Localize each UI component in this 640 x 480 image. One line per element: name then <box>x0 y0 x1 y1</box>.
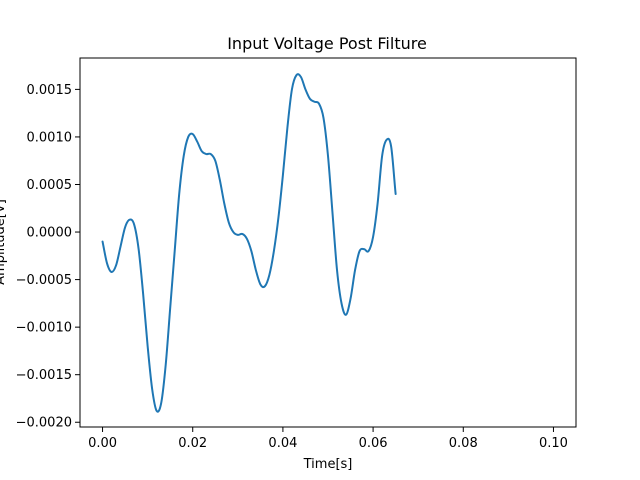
x-tick-label: 0.02 <box>178 436 207 451</box>
x-tick-label: 0.00 <box>88 436 117 451</box>
y-tick-label: 0.0000 <box>27 226 73 241</box>
y-tick-label: −0.0010 <box>16 321 72 336</box>
y-tick-label: 0.0005 <box>27 178 73 193</box>
x-tick-label: 0.08 <box>449 436 478 451</box>
x-tick-label: 0.06 <box>359 436 388 451</box>
x-tick-label: 0.04 <box>268 436 297 451</box>
x-tick-label: 0.10 <box>539 436 568 451</box>
x-axis-title: Time[s] <box>303 457 353 472</box>
axes-frame <box>79 57 577 428</box>
y-tick-label: −0.0015 <box>16 368 72 383</box>
y-axis: −0.0020 −0.0015 −0.0010 −0.0005 0.0000 0.0005… <box>16 83 80 431</box>
plot-area <box>101 73 397 413</box>
y-tick-label: 0.0015 <box>27 83 73 98</box>
series-line-filtered-voltage <box>101 73 397 413</box>
y-tick-label: 0.0010 <box>27 130 73 145</box>
x-axis: 0.00 0.02 0.04 0.06 0.08 0.10 <box>88 427 568 451</box>
chart-title: Input Voltage Post Filture <box>227 34 427 53</box>
y-tick-label: −0.0005 <box>16 273 72 288</box>
y-axis-title: Amplitude[V] <box>0 199 8 285</box>
y-tick-label: −0.0020 <box>16 416 72 431</box>
